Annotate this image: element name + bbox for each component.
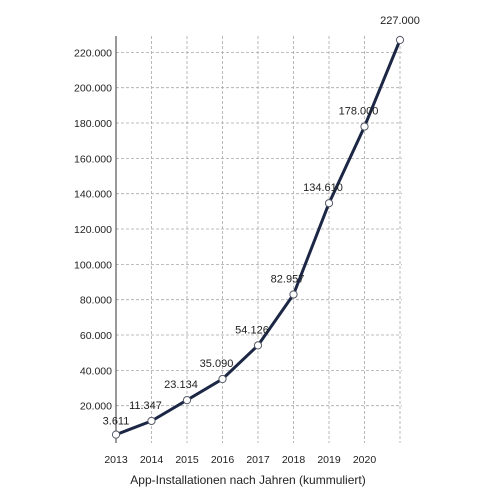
data-label: 23.134 (164, 379, 198, 391)
data-point (360, 122, 369, 131)
y-tick-label: 220.000 (74, 47, 112, 59)
x-tick-label: 2016 (211, 454, 235, 466)
data-label: 3.611 (103, 416, 130, 428)
y-tick-label: 200.000 (74, 83, 112, 95)
x-axis-title: App-Installationen nach Jahren (kummulie… (130, 473, 365, 487)
data-point (395, 35, 405, 45)
data-label: 35.090 (200, 358, 234, 370)
data-point (111, 430, 121, 439)
data-label: 54.126 (235, 324, 269, 336)
y-tick-label: 80.000 (80, 295, 112, 307)
y-tick-label: 60.000 (80, 330, 112, 342)
data-label: 134.610 (303, 182, 343, 194)
y-tick-label: 180.000 (74, 118, 112, 130)
x-tick-label: 2019 (317, 454, 341, 466)
x-tick-label: 2020 (353, 454, 377, 466)
data-label: 178.000 (339, 106, 379, 118)
data-point (147, 416, 156, 426)
y-tick-label: 140.000 (74, 189, 112, 201)
data-point (253, 341, 263, 350)
y-tick-label: 160.000 (74, 153, 112, 165)
x-tick-label: 2015 (175, 454, 199, 466)
x-tick-label: 2018 (282, 454, 306, 466)
y-tick-label: 120.000 (74, 224, 112, 236)
data-point (289, 290, 298, 299)
y-tick-label: 40.000 (80, 365, 112, 377)
x-tick-label: 2014 (140, 454, 164, 466)
data-label: 11.347 (129, 400, 162, 412)
data-point (218, 374, 227, 384)
x-tick-label: 2013 (104, 454, 128, 466)
data-label: 82.957 (271, 273, 305, 285)
data-point (182, 396, 192, 405)
y-tick-label: 100.000 (74, 259, 112, 271)
x-tick-label: 2017 (246, 454, 270, 466)
data-label: 227.000 (380, 15, 420, 27)
y-tick-label: 20.000 (80, 401, 112, 413)
data-point (324, 199, 334, 208)
